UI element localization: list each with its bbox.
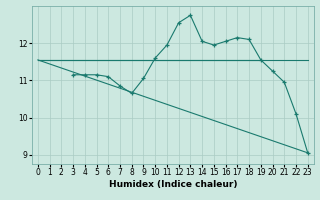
X-axis label: Humidex (Indice chaleur): Humidex (Indice chaleur) bbox=[108, 180, 237, 189]
